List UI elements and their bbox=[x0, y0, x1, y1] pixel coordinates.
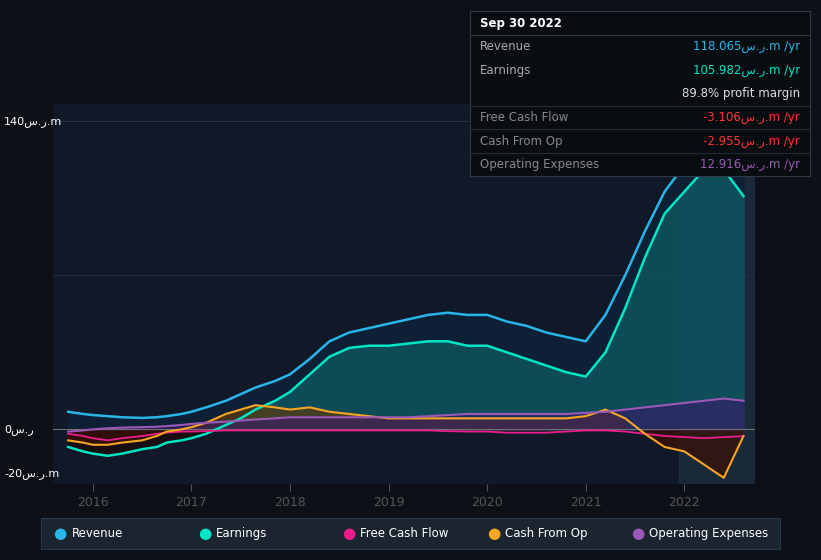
Text: Sep 30 2022: Sep 30 2022 bbox=[479, 16, 562, 30]
Text: Revenue: Revenue bbox=[479, 40, 531, 53]
Text: 12.916س.ر.m /yr: 12.916س.ر.m /yr bbox=[700, 158, 800, 171]
Text: -2.955س.ر.m /yr: -2.955س.ر.m /yr bbox=[704, 134, 800, 147]
Text: 140س.ر.m: 140س.ر.m bbox=[4, 116, 62, 127]
Text: 89.8% profit margin: 89.8% profit margin bbox=[682, 87, 800, 100]
Text: ●: ● bbox=[53, 526, 67, 541]
Text: Operating Expenses: Operating Expenses bbox=[649, 527, 768, 540]
Text: ●: ● bbox=[487, 526, 500, 541]
Text: Free Cash Flow: Free Cash Flow bbox=[360, 527, 449, 540]
Text: Cash From Op: Cash From Op bbox=[505, 527, 587, 540]
Text: Earnings: Earnings bbox=[479, 64, 531, 77]
Text: ●: ● bbox=[342, 526, 355, 541]
Text: 118.065س.ر.m /yr: 118.065س.ر.m /yr bbox=[693, 40, 800, 53]
Text: Free Cash Flow: Free Cash Flow bbox=[479, 111, 568, 124]
Text: Revenue: Revenue bbox=[71, 527, 123, 540]
Bar bbox=[680, 104, 755, 484]
Text: Operating Expenses: Operating Expenses bbox=[479, 158, 599, 171]
Text: Earnings: Earnings bbox=[216, 527, 268, 540]
Text: 0س.ر: 0س.ر bbox=[4, 424, 34, 435]
Text: -20س.ر.m: -20س.ر.m bbox=[4, 468, 59, 479]
Text: -3.106س.ر.m /yr: -3.106س.ر.m /yr bbox=[704, 111, 800, 124]
Text: Cash From Op: Cash From Op bbox=[479, 134, 562, 147]
Text: ●: ● bbox=[198, 526, 211, 541]
Text: ●: ● bbox=[631, 526, 644, 541]
Text: 105.982س.ر.m /yr: 105.982س.ر.m /yr bbox=[693, 64, 800, 77]
